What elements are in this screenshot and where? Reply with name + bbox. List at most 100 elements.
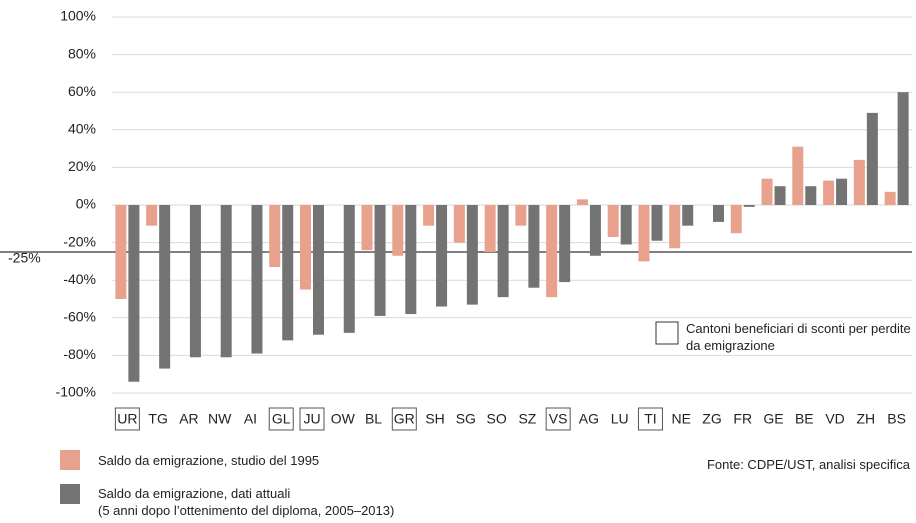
x-tick-label: AI bbox=[244, 411, 257, 427]
bar bbox=[528, 205, 540, 288]
bar bbox=[823, 180, 835, 205]
y-tick-label: -80% bbox=[63, 346, 96, 362]
bar bbox=[484, 205, 496, 252]
bar bbox=[466, 205, 478, 305]
x-tick-label: LU bbox=[611, 411, 629, 427]
legend-swatch bbox=[60, 450, 80, 470]
x-tick-label: VS bbox=[549, 411, 568, 427]
bar bbox=[866, 112, 878, 205]
highlight-box bbox=[545, 407, 571, 431]
bar bbox=[761, 178, 773, 205]
bar bbox=[220, 205, 232, 358]
reference-label: -25% bbox=[8, 250, 41, 266]
bar bbox=[343, 205, 355, 333]
x-tick-label: SO bbox=[486, 411, 506, 427]
x-tick-label: TI bbox=[644, 411, 656, 427]
y-tick-label: 80% bbox=[68, 45, 96, 61]
highlight-box bbox=[391, 407, 417, 431]
x-tick-label: GE bbox=[763, 411, 783, 427]
bar bbox=[638, 205, 650, 262]
source: Fonte: CDPE/UST, analisi specifica bbox=[706, 457, 910, 472]
legend-label: Saldo da emigrazione, dati attuali (5 an… bbox=[98, 486, 395, 518]
bar bbox=[576, 199, 588, 205]
x-tick-label: ZG bbox=[702, 411, 721, 427]
bar bbox=[853, 159, 865, 205]
x-tick-label: BL bbox=[365, 411, 382, 427]
bar bbox=[282, 205, 294, 341]
highlight-note: Cantoni beneficiari di sconti per perdit… bbox=[686, 321, 911, 353]
bar bbox=[392, 205, 404, 256]
x-tick-label: SG bbox=[456, 411, 476, 427]
bar bbox=[374, 205, 386, 316]
bar bbox=[559, 205, 571, 283]
y-tick-label: 40% bbox=[68, 121, 96, 137]
x-tick-label: TG bbox=[148, 411, 167, 427]
bar bbox=[589, 205, 601, 256]
bar bbox=[682, 205, 694, 226]
y-tick-label: -40% bbox=[63, 271, 96, 287]
bar bbox=[546, 205, 558, 298]
bar bbox=[897, 92, 909, 205]
highlight-box bbox=[114, 407, 140, 431]
y-tick-label: -60% bbox=[63, 309, 96, 325]
x-tick-label: OW bbox=[331, 411, 356, 427]
highlight-box bbox=[299, 407, 325, 431]
highlight-box bbox=[268, 407, 294, 431]
x-tick-label: VD bbox=[825, 411, 844, 427]
x-tick-label: ZH bbox=[857, 411, 876, 427]
bar bbox=[423, 205, 435, 226]
y-tick-label: 20% bbox=[68, 158, 96, 174]
x-tick-label: NW bbox=[208, 411, 232, 427]
legend-label: Saldo da emigrazione, studio del 1995 bbox=[98, 453, 320, 468]
highlight-box bbox=[637, 407, 663, 431]
bar bbox=[743, 205, 755, 207]
bar bbox=[607, 205, 619, 237]
bar bbox=[115, 205, 127, 299]
x-tick-label: GL bbox=[272, 411, 291, 427]
bar bbox=[405, 205, 417, 315]
bar bbox=[836, 178, 848, 205]
legend-swatch bbox=[60, 484, 80, 504]
y-tick-label: 60% bbox=[68, 83, 96, 99]
bar bbox=[669, 205, 681, 249]
x-tick-label: AR bbox=[179, 411, 198, 427]
x-tick-label: GR bbox=[394, 411, 415, 427]
highlight-legend-box bbox=[655, 321, 679, 345]
bar bbox=[620, 205, 632, 245]
x-tick-label: BE bbox=[795, 411, 814, 427]
y-tick-label: -20% bbox=[63, 233, 96, 249]
bar bbox=[313, 205, 324, 335]
bar bbox=[497, 205, 509, 298]
y-tick-label: 0% bbox=[76, 196, 96, 212]
bar bbox=[361, 205, 373, 251]
bar bbox=[515, 205, 527, 226]
x-tick-label: BS bbox=[887, 411, 906, 427]
bar bbox=[805, 186, 817, 205]
bar bbox=[884, 191, 896, 205]
bar bbox=[269, 205, 281, 268]
bar bbox=[453, 205, 465, 243]
bar bbox=[792, 146, 804, 205]
y-tick-label: 100% bbox=[60, 8, 96, 24]
bar bbox=[730, 205, 742, 234]
bar bbox=[651, 205, 663, 241]
x-tick-label: FR bbox=[733, 411, 752, 427]
bar bbox=[436, 205, 448, 307]
x-tick-label: JU bbox=[303, 411, 320, 427]
bar bbox=[251, 205, 263, 354]
bar bbox=[159, 205, 171, 369]
bar bbox=[146, 205, 158, 226]
bar bbox=[713, 205, 724, 222]
bar bbox=[189, 205, 201, 358]
x-tick-label: SZ bbox=[518, 411, 536, 427]
bar bbox=[300, 205, 311, 290]
x-tick-label: SH bbox=[425, 411, 444, 427]
bar bbox=[128, 205, 140, 382]
y-tick-label: -100% bbox=[56, 384, 96, 400]
x-tick-label: UR bbox=[117, 411, 137, 427]
x-tick-label: AG bbox=[579, 411, 599, 427]
bar bbox=[774, 186, 786, 205]
x-tick-label: NE bbox=[672, 411, 691, 427]
